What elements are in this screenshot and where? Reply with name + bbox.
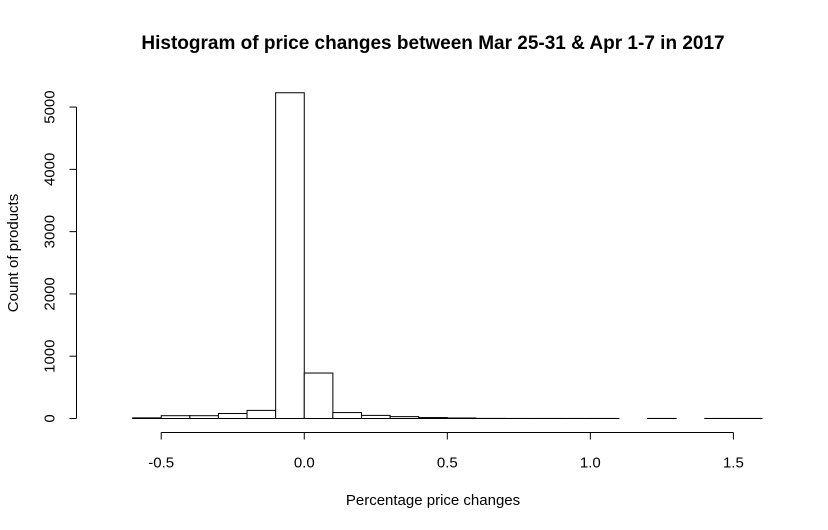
histogram-bar-10 bbox=[418, 417, 448, 420]
x-tick-label-3: 1.0 bbox=[580, 455, 601, 472]
histogram-bar-4 bbox=[246, 409, 277, 419]
bars-group bbox=[132, 92, 763, 420]
y-tick-label-1: 1000 bbox=[42, 340, 59, 373]
histogram-bar-2 bbox=[189, 415, 219, 420]
y-tick-label-4: 4000 bbox=[42, 153, 59, 186]
histogram-bar-7 bbox=[332, 412, 362, 419]
y-axis-label: Count of products bbox=[5, 194, 22, 312]
histogram-bar-6 bbox=[303, 372, 334, 419]
x-tick-label-4: 1.5 bbox=[723, 455, 744, 472]
histogram-bar-1 bbox=[160, 415, 191, 420]
chart-title: Histogram of price changes between Mar 2… bbox=[141, 33, 724, 54]
x-axis-label: Percentage price changes bbox=[346, 492, 520, 509]
histogram-bar-8 bbox=[360, 414, 391, 420]
x-tick-label-0: -0.5 bbox=[148, 455, 174, 472]
histogram-bar-9 bbox=[389, 416, 420, 420]
y-tick-label-0: 0 bbox=[42, 414, 59, 422]
x-tick-label-1: 0.0 bbox=[294, 455, 315, 472]
y-axis: 0 1000 2000 3000 4000 5000 bbox=[42, 90, 77, 423]
y-tick-label-3: 3000 bbox=[42, 215, 59, 248]
histogram-bar-0 bbox=[132, 417, 162, 420]
histogram-bar-11 bbox=[446, 417, 477, 419]
x-axis: -0.5 0.0 0.5 1.0 1.5 bbox=[148, 432, 744, 472]
y-tick-label-2: 2000 bbox=[42, 277, 59, 310]
histogram-bar-3 bbox=[217, 413, 248, 419]
histogram-bar-5 bbox=[275, 92, 305, 419]
x-tick-label-2: 0.5 bbox=[437, 455, 458, 472]
y-tick-label-5: 5000 bbox=[42, 90, 59, 123]
